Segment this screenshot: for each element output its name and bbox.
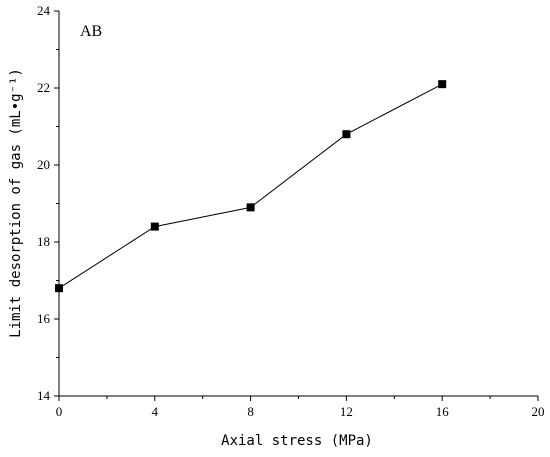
x-tick-label: 0 bbox=[56, 404, 63, 419]
y-axis-title: Limit desorption of gas (mL•g⁻¹) bbox=[8, 68, 24, 338]
x-tick-label: 16 bbox=[436, 404, 450, 419]
x-tick-label: 8 bbox=[247, 404, 254, 419]
annotation-label: AB bbox=[80, 23, 102, 40]
x-axis-title: Axial stress (MPa) bbox=[221, 433, 373, 449]
y-tick-label: 16 bbox=[37, 311, 51, 326]
y-tick-label: 24 bbox=[37, 3, 51, 18]
data-point bbox=[150, 222, 159, 231]
ticks: 0 4 8 12 16 20 14 16 18 20 22 24 bbox=[37, 3, 545, 419]
series bbox=[55, 80, 447, 293]
x-tick-label: 20 bbox=[532, 404, 545, 419]
y-tick-label: 14 bbox=[37, 388, 51, 403]
series-line bbox=[58, 83, 443, 289]
data-point bbox=[55, 284, 63, 293]
y-tick-label: 22 bbox=[37, 80, 50, 95]
x-tick-label: 4 bbox=[152, 404, 159, 419]
data-point bbox=[342, 130, 351, 139]
axes bbox=[58, 11, 538, 397]
data-point bbox=[246, 203, 255, 212]
data-point bbox=[438, 80, 447, 89]
y-tick-label: 18 bbox=[37, 234, 50, 249]
x-tick-label: 12 bbox=[340, 404, 353, 419]
y-tick-label: 20 bbox=[37, 157, 50, 172]
